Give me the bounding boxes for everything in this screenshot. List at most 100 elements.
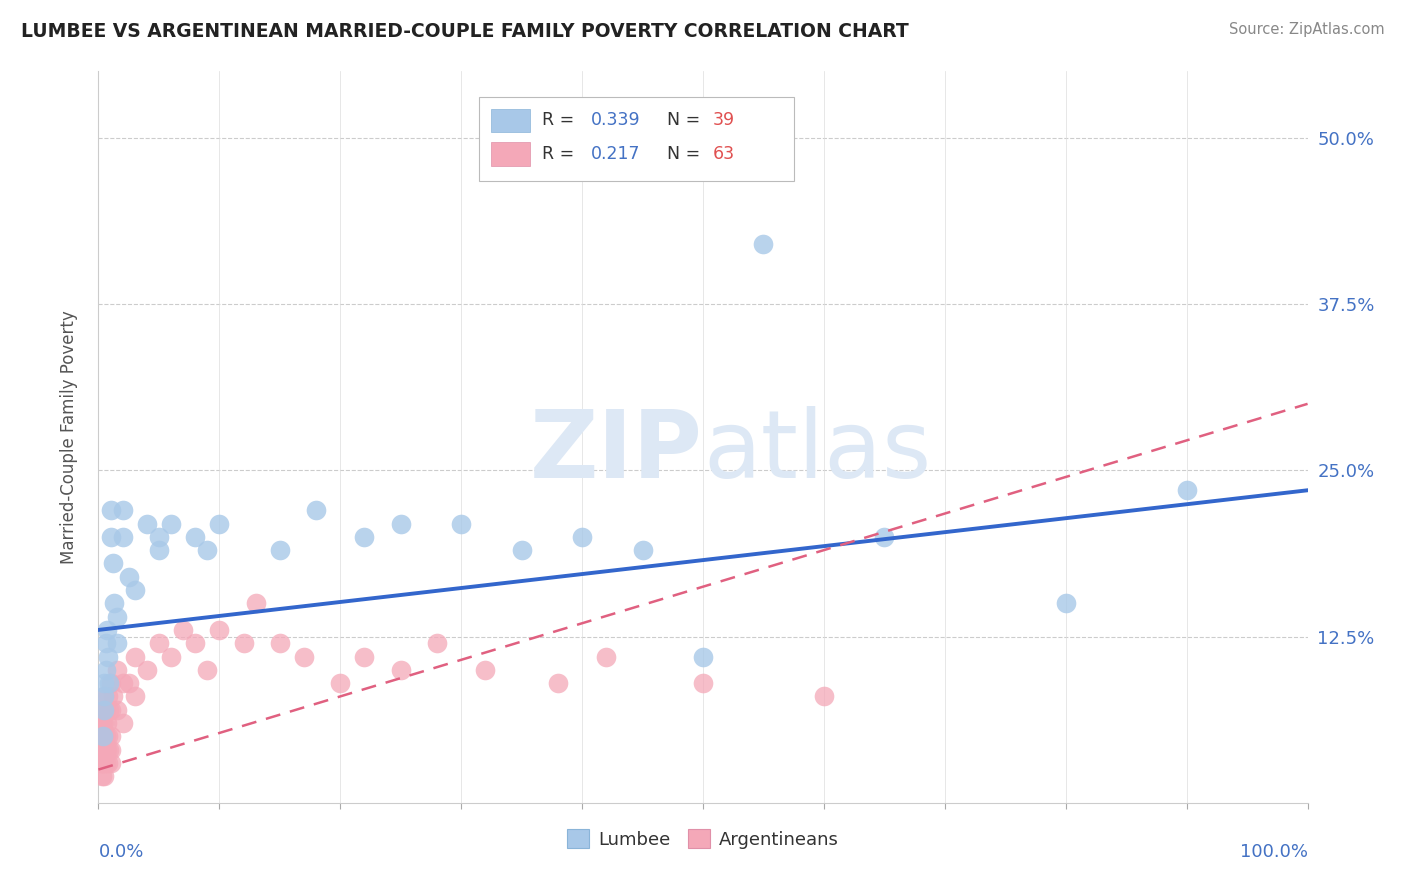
Point [692,676,714,690]
Point [232,636,254,650]
Point [245,596,267,610]
Point [510,543,533,558]
Point [547,676,569,690]
Text: N =: N = [666,145,706,163]
Text: R =: R = [543,112,579,129]
Point [93,690,115,704]
Point [195,543,218,558]
Point [91,756,114,770]
Point [111,716,134,731]
Point [148,530,170,544]
Point [98,676,121,690]
Point [389,516,412,531]
Point [160,649,183,664]
FancyBboxPatch shape [492,109,530,132]
Point [124,690,146,704]
Point [329,676,352,690]
Point [208,623,231,637]
Point [118,570,141,584]
Point [873,530,896,544]
Point [93,742,115,756]
Point [90,756,112,770]
Text: R =: R = [543,145,579,163]
Point [100,530,122,544]
Point [100,729,122,743]
Point [98,742,121,756]
Point [450,516,472,531]
Point [269,543,291,558]
Point [1054,596,1077,610]
Point [96,623,118,637]
Point [105,663,128,677]
Point [124,582,146,597]
Point [94,703,117,717]
Point [111,530,134,544]
Point [135,516,157,531]
Point [101,557,124,571]
Point [752,237,775,252]
Point [105,636,128,650]
Text: 0.217: 0.217 [591,145,640,163]
Point [118,676,141,690]
Point [93,769,115,783]
Point [90,742,112,756]
Text: Source: ZipAtlas.com: Source: ZipAtlas.com [1229,22,1385,37]
Point [98,703,121,717]
Legend: Lumbee, Argentineans: Lumbee, Argentineans [560,822,846,856]
Point [474,663,496,677]
Point [97,729,120,743]
Point [93,756,115,770]
Point [195,663,218,677]
Point [101,690,124,704]
Point [91,729,114,743]
Point [208,516,231,531]
Text: 63: 63 [713,145,735,163]
Text: 0.339: 0.339 [591,112,640,129]
Point [91,716,114,731]
Point [96,716,118,731]
Point [1175,483,1198,498]
Point [96,742,118,756]
Point [93,716,115,731]
Text: 39: 39 [713,112,735,129]
Point [184,636,207,650]
Point [93,703,115,717]
Point [111,676,134,690]
Point [100,503,122,517]
Y-axis label: Married-Couple Family Poverty: Married-Couple Family Poverty [59,310,77,564]
Point [353,649,375,664]
Point [94,756,117,770]
Point [124,649,146,664]
Point [93,690,115,704]
Point [184,530,207,544]
Point [93,703,115,717]
Point [595,649,617,664]
Point [105,609,128,624]
Point [111,503,134,517]
Text: 0.0%: 0.0% [98,843,143,861]
Point [90,729,112,743]
Point [97,649,120,664]
Point [103,596,125,610]
Point [91,716,114,731]
Point [172,623,194,637]
FancyBboxPatch shape [479,97,793,181]
Point [93,676,115,690]
Point [135,663,157,677]
Point [94,729,117,743]
Point [571,530,593,544]
Point [269,636,291,650]
Point [91,742,114,756]
Point [94,636,117,650]
Point [93,729,115,743]
Point [292,649,315,664]
Text: atlas: atlas [703,406,931,498]
Point [105,703,128,717]
Text: 100.0%: 100.0% [1240,843,1308,861]
Point [100,756,122,770]
Point [100,703,122,717]
Point [148,636,170,650]
Point [94,742,117,756]
Point [353,530,375,544]
Point [692,649,714,664]
